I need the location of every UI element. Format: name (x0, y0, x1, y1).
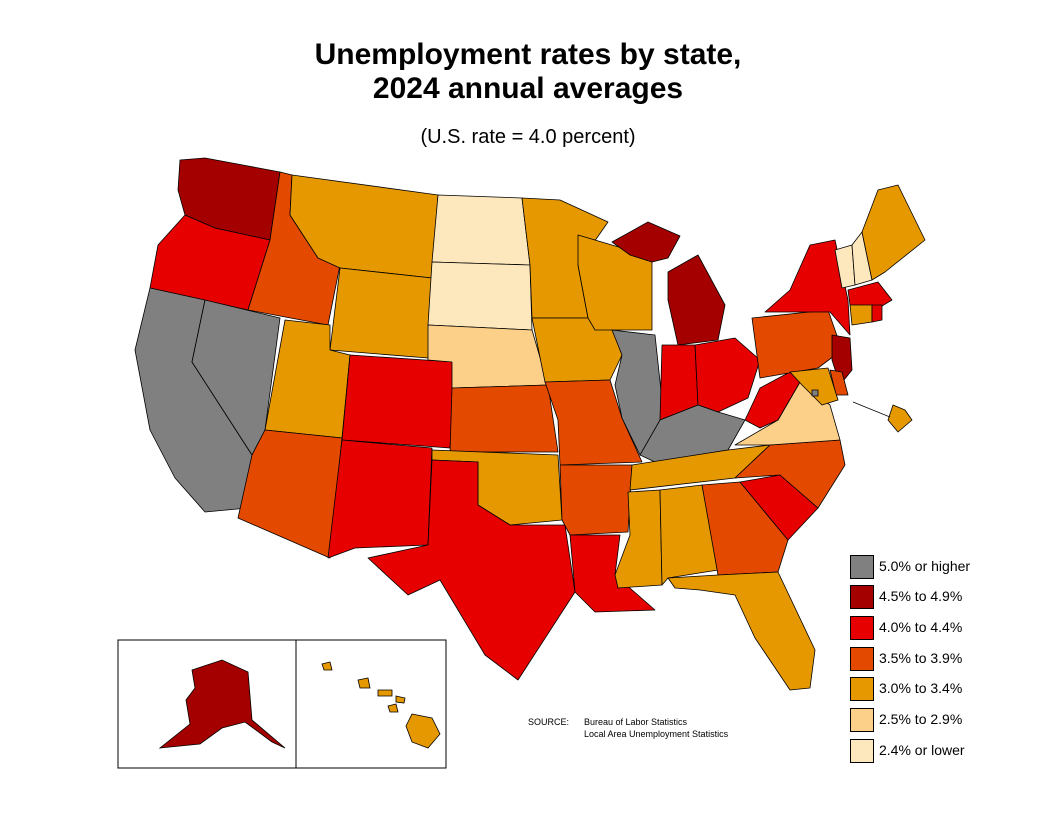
legend-item-2-5-to-2-9: 2.5% to 2.9% (850, 708, 1010, 734)
state-me[interactable] (861, 184, 926, 281)
state-la[interactable] (569, 534, 656, 613)
source-line-2: Local Area Unemployment Statistics (584, 729, 729, 739)
state-ma[interactable] (847, 281, 893, 307)
legend-label: 3.5% to 3.9% (879, 650, 963, 666)
legend-item-4-0-to-4-4: 4.0% to 4.4% (850, 616, 1010, 642)
legend-label: 4.5% to 4.9% (879, 588, 963, 604)
state-wy[interactable] (329, 267, 433, 359)
source-note: SOURCE: Bureau of Labor Statistics Local … (528, 716, 728, 740)
legend-swatch (850, 585, 874, 609)
hawaii-inset (295, 639, 447, 769)
legend-item-5-plus: 5.0% or higher (850, 555, 1010, 581)
state-ga[interactable] (701, 481, 789, 576)
state-mi[interactable] (611, 221, 726, 346)
state-nm[interactable] (327, 439, 433, 559)
legend-item-4-5-to-4-9: 4.5% to 4.9% (850, 585, 1010, 611)
state-al[interactable] (659, 484, 719, 586)
state-ks[interactable] (449, 384, 559, 453)
map-title-line-2: 2024 annual averages (372, 72, 684, 105)
legend-label: 2.4% or lower (879, 742, 965, 758)
legend-item-3-5-to-3-9: 3.5% to 3.9% (850, 647, 1010, 673)
state-hi-leader[interactable] (887, 404, 913, 433)
state-ri[interactable] (871, 304, 883, 323)
state-dc[interactable] (811, 389, 819, 397)
legend-swatch (850, 739, 874, 763)
legend-swatch (850, 616, 874, 640)
map-subtitle: (U.S. rate = 4.0 percent) (420, 126, 636, 148)
legend-label: 3.0% to 3.4% (879, 680, 963, 696)
legend-swatch (850, 677, 874, 701)
state-fl[interactable] (667, 571, 816, 691)
state-hi[interactable] (321, 661, 441, 749)
dc-leader-line (852, 401, 891, 418)
state-tx[interactable] (367, 459, 576, 681)
legend-label: 5.0% or higher (879, 558, 971, 574)
legend-item-2-4-or-lower: 2.4% or lower (850, 739, 1010, 765)
state-mo[interactable] (544, 379, 643, 466)
state-co[interactable] (341, 354, 456, 449)
legend-swatch (850, 555, 874, 579)
state-ar[interactable] (559, 464, 633, 536)
state-oh[interactable] (694, 337, 761, 413)
legend-swatch (850, 708, 874, 732)
state-sd[interactable] (427, 261, 533, 331)
state-pa[interactable] (751, 309, 843, 379)
legend-swatch (850, 647, 874, 671)
source-line-1: Bureau of Labor Statistics (584, 717, 688, 727)
legend-label: 4.0% to 4.4% (879, 619, 963, 635)
map-title-line-1: Unemployment rates by state, (314, 38, 742, 71)
state-ak[interactable] (158, 659, 286, 749)
legend-label: 2.5% to 2.9% (879, 711, 963, 727)
state-nd[interactable] (431, 194, 531, 266)
state-az[interactable] (237, 429, 343, 559)
state-ct[interactable] (849, 304, 873, 326)
legend-item-3-0-to-3-4: 3.0% to 3.4% (850, 677, 1010, 703)
state-md[interactable] (789, 367, 839, 406)
source-key: SOURCE: (528, 717, 570, 727)
